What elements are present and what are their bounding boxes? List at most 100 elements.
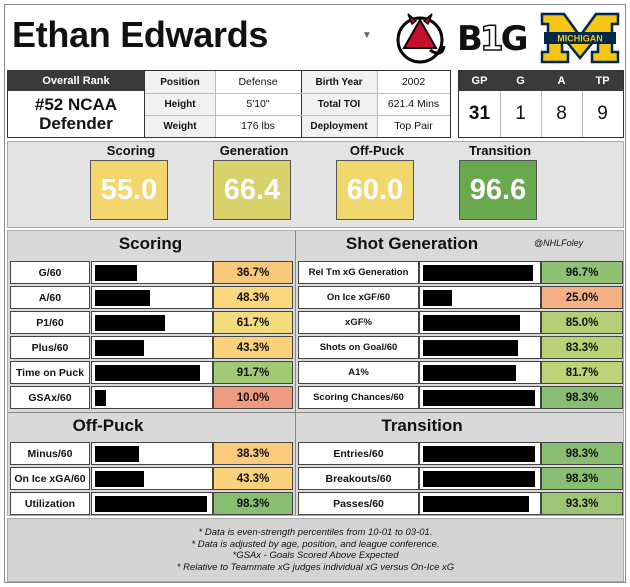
metric-bar [95,315,165,331]
metric-percentile: 25.0% [541,286,623,309]
weight-label: Weight [145,115,215,137]
metric-label: Breakouts/60 [298,467,419,490]
metric-bar-track [91,467,213,490]
michigan-wordmark: MICHIGAN [557,34,603,44]
metric-percentile: 85.0% [541,311,623,334]
a-header: A [541,71,582,91]
metric-label: GSAx/60 [10,386,90,409]
metric-label: Scoring Chances/60 [298,386,419,409]
metric-bar [423,340,518,356]
metric-percentile: 83.3% [541,336,623,359]
metric-bar [423,365,516,381]
metric-percentile: 38.3% [213,442,293,465]
metric-label: On Ice xGA/60 [10,467,90,490]
metric-percentile: 61.7% [213,311,293,334]
metric-bar-track [91,311,213,334]
player-dropdown-icon[interactable]: ▼ [362,30,372,41]
metric-percentile: 98.3% [541,386,623,409]
tp-value: 9 [597,103,608,124]
metric-percentile: 36.7% [213,261,293,284]
g-header: G [500,71,541,91]
metric-label: G/60 [10,261,90,284]
height-value: 5'10" [215,93,301,115]
metric-percentile: 98.3% [541,467,623,490]
weight-value: 176 lbs [215,115,301,137]
metric-bar [95,265,137,281]
gp-header: GP [459,71,500,91]
metric-bar-track [91,286,213,309]
deployment-value: Top Pair [377,115,450,137]
metric-bar [423,390,535,406]
metric-label: Shots on Goal/60 [298,336,419,359]
metric-bar-track [419,361,541,384]
metric-label: Passes/60 [298,492,419,515]
birth-year-label: Birth Year [301,71,377,93]
metric-bar [95,446,139,462]
grade-box-scoring: 55.0 [90,160,168,220]
gp-value: 31 [468,103,491,124]
metric-label: On Ice xGF/60 [298,286,419,309]
footnote-1: * Data is even-strength percentiles from… [198,527,433,538]
metric-percentile: 43.3% [213,336,293,359]
metric-bar [423,315,520,331]
a-value: 8 [556,103,567,124]
metric-label: A1% [298,361,419,384]
grade-title-scoring: Scoring [106,143,156,158]
metric-bar-track [419,386,541,409]
metric-bar [423,265,533,281]
metric-bar [95,390,106,406]
metric-percentile: 91.7% [213,361,293,384]
metric-label: Minus/60 [10,442,90,465]
metric-bar-track [91,261,213,284]
card-frame [4,4,626,583]
metric-bar-track [91,336,213,359]
position-label: Position [145,71,215,93]
metric-percentile: 81.7% [541,361,623,384]
footnotes: * Data is even-strength percentiles from… [7,518,624,582]
author-handle: @NHLFoley [534,238,584,248]
metric-label: Entries/60 [298,442,419,465]
metric-bar-track [91,492,213,515]
metric-bar [95,471,144,487]
metric-bar [423,471,535,487]
metric-bar-track [419,311,541,334]
deployment-label: Deployment [301,115,377,137]
metric-percentile: 10.0% [213,386,293,409]
grade-title-transition: Transition [468,143,532,158]
metric-percentile: 93.3% [541,492,623,515]
grade-box-generation: 66.4 [213,160,291,220]
metric-label: P1/60 [10,311,90,334]
metric-bar [95,340,144,356]
metric-bar-track [91,442,213,465]
g-value: 1 [515,103,526,124]
birth-year-value: 2002 [377,71,450,93]
grade-box-off-puck: 60.0 [336,160,414,220]
metric-bar-track [419,286,541,309]
overall-rank-line2: Defender [39,114,113,133]
metric-percentile: 48.3% [213,286,293,309]
metric-bar [423,290,452,306]
metric-bar [95,496,207,512]
devils-logo-icon [396,13,446,64]
player-name: Ethan Edwards [12,14,269,55]
grade-box-transition: 96.6 [459,160,537,220]
big-ten-b: B [457,19,483,59]
metric-bar-track [419,336,541,359]
grade-title-off-puck: Off-Puck [349,143,405,158]
metric-bar [95,365,200,381]
panel-title-transition: Transition [381,416,463,435]
season-stats: GP G A TP 31 1 8 9 [458,70,624,138]
footnote-4: * Relative to Teammate xG judges individ… [176,561,455,573]
toi-value: 621.4 Mins [377,93,450,115]
metric-percentile: 98.3% [541,442,623,465]
metric-bar [423,446,535,462]
toi-label: Total TOI [301,93,377,115]
panel-title-shot-generation: Shot Generation [345,234,479,253]
metric-percentile: 43.3% [213,467,293,490]
position-value: Defense [215,71,301,93]
metric-label: A/60 [10,286,90,309]
metric-label: Rel Tm xG Generation [298,261,419,284]
metric-label: Time on Puck [10,361,90,384]
metric-bar-track [419,467,541,490]
overall-rank: #52 NCAA Defender [8,91,144,137]
